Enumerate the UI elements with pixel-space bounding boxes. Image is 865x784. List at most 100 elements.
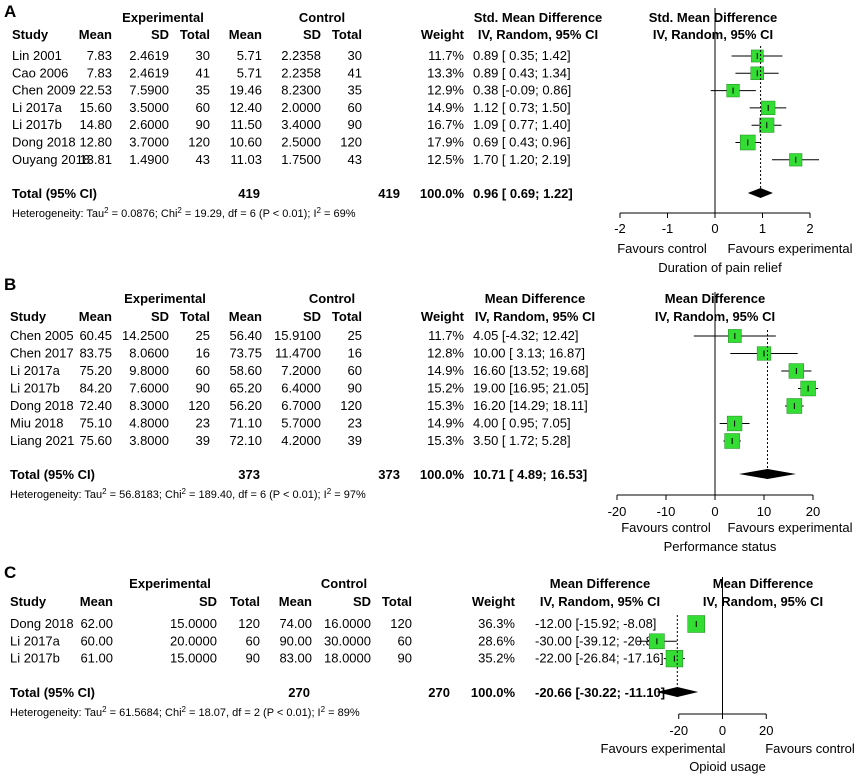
- weight-value: 14.9%: [427, 100, 464, 115]
- exp-sd: 7.5900: [129, 83, 169, 98]
- x-tick-label: 0: [711, 504, 718, 519]
- forest-panel-a: A Experimental Control Std. Mean Difference…: [4, 2, 853, 275]
- ctrl-total: 41: [348, 65, 362, 80]
- study-name: Li 2017b: [10, 381, 60, 396]
- weight-value: 12.5%: [427, 152, 464, 167]
- header-ctrl-mean: Mean: [229, 27, 262, 42]
- study-row: Chen 2009 22.53 7.5900 35 19.46 8.2300 35 12.9%…: [12, 83, 756, 98]
- study-row: Liang 2021 75.60 3.8000 39 72.10 4.2000 39 15.3…: [10, 433, 741, 449]
- heterogeneity-part: Heterogeneity: Tau: [12, 208, 104, 220]
- study-row: Li 2017b 84.20 7.6000 90 65.20 6.4000 90 15.2% 1…: [10, 381, 819, 397]
- pooled-diamond: [656, 687, 699, 697]
- exp-total: 60: [246, 633, 260, 648]
- x-tick-label: 0: [719, 723, 726, 738]
- header-experimental: Experimental: [122, 10, 204, 25]
- superscript: 2: [321, 705, 326, 714]
- study-row: Li 2017a 60.00 20.0000 60 90.00 30.0000 60 28.6…: [10, 633, 677, 650]
- exp-sd: 9.8000: [129, 363, 169, 378]
- weight-value: 11.7%: [428, 48, 464, 63]
- exp-sd: 7.6000: [129, 381, 169, 396]
- header-effect-title: Mean Difference: [550, 576, 650, 591]
- heterogeneity-part: = 56.8183; Chi: [107, 489, 182, 501]
- header-plot-title: Mean Difference: [713, 576, 813, 591]
- study-row: Li 2017b 61.00 15.0000 90 83.00 18.0000 90 35.2…: [10, 649, 685, 668]
- ctrl-total: 35: [348, 83, 362, 98]
- favours-right-label: Favours experimental: [728, 520, 853, 535]
- study-name: Li 2017a: [12, 100, 63, 115]
- exp-sd: 1.4900: [129, 152, 169, 167]
- exp-total: 35: [196, 83, 210, 98]
- header-exp-mean: Mean: [79, 27, 112, 42]
- header-experimental: Experimental: [124, 291, 206, 306]
- header-control: Control: [309, 291, 355, 306]
- exp-total: 120: [238, 616, 260, 631]
- total-row: Total (95% CI) 270 270 100.0% -20.66 [-30.22…: [10, 685, 665, 700]
- header-effect-title: Mean Difference: [485, 291, 585, 306]
- ctrl-mean: 56.40: [229, 328, 262, 343]
- pooled-diamond: [738, 469, 796, 479]
- ctrl-sd: 6.4000: [281, 381, 321, 396]
- ctrl-total: 39: [348, 433, 362, 448]
- superscript: 2: [182, 487, 187, 496]
- heterogeneity-part: = 89%: [325, 707, 360, 719]
- study-name: Liang 2021: [10, 433, 74, 448]
- effect-ci: 4.00 [ 0.95; 7.05]: [473, 416, 571, 431]
- header-plot-method: IV, Random, 95% CI: [653, 27, 773, 42]
- total-ci: -20.66 [-30.22; -11.10]: [535, 685, 665, 700]
- ctrl-mean: 10.60: [229, 135, 262, 150]
- ctrl-sd: 18.0000: [324, 651, 371, 666]
- ctrl-sd: 2.2358: [281, 65, 321, 80]
- total-row: Total (95% CI) 419 419 100.0% 0.96 [ 0.69; 1…: [12, 186, 573, 201]
- ctrl-total: 90: [398, 651, 412, 666]
- total-weight: 100.0%: [420, 186, 465, 201]
- study-row: Chen 2005 60.45 14.2500 25 56.40 15.9100 25 11.…: [10, 328, 776, 343]
- header-weight: Weight: [421, 309, 465, 324]
- exp-mean: 15.60: [79, 100, 112, 115]
- study-name: Li 2017b: [10, 651, 60, 666]
- exp-total: 90: [196, 117, 210, 132]
- ctrl-mean: 71.10: [229, 416, 262, 431]
- effect-ci: 1.70 [ 1.20; 2.19]: [473, 152, 571, 167]
- x-tick-label: 10: [757, 504, 771, 519]
- exp-sd: 2.4619: [129, 48, 169, 63]
- ctrl-total: 60: [398, 633, 412, 648]
- total-row: Total (95% CI) 373 373 100.0% 10.71 [ 4.89; …: [10, 467, 587, 482]
- weight-value: 15.3%: [427, 433, 464, 448]
- x-tick-label: -2: [614, 221, 626, 236]
- exp-sd: 3.7000: [129, 135, 169, 150]
- weight-value: 11.7%: [428, 328, 464, 343]
- ctrl-mean: 19.46: [229, 83, 262, 98]
- weight-value: 28.6%: [478, 633, 515, 648]
- study-name: Ouyang 2018: [12, 152, 90, 167]
- exp-mean: 62.00: [80, 616, 113, 631]
- x-tick-label: 20: [759, 723, 773, 738]
- ctrl-total: 120: [340, 135, 362, 150]
- exp-mean: 84.20: [79, 381, 112, 396]
- total-weight: 100.0%: [420, 467, 465, 482]
- ctrl-sd: 8.2300: [281, 83, 321, 98]
- ctrl-mean: 11.03: [230, 152, 262, 167]
- favours-right-label: Favours experimental: [728, 241, 853, 256]
- heterogeneity-text: Heterogeneity: Tau2 = 0.0876; Chi2 = 19.…: [12, 206, 356, 221]
- effect-ci: 4.05 [-4.32; 12.42]: [473, 328, 579, 343]
- weight-value: 17.9%: [427, 135, 464, 150]
- header-exp-total: Total: [230, 594, 260, 609]
- effect-ci: 1.09 [ 0.77; 1.40]: [473, 117, 571, 132]
- exp-mean: 14.80: [79, 117, 112, 132]
- header-ctrl-total: Total: [332, 27, 362, 42]
- exp-mean: 61.00: [80, 651, 113, 666]
- exp-mean: 60.45: [79, 328, 112, 343]
- exp-mean: 83.75: [79, 346, 112, 361]
- header-ctrl-mean: Mean: [279, 594, 312, 609]
- exp-total: 90: [196, 381, 210, 396]
- exp-mean: 60.00: [80, 633, 113, 648]
- header-ctrl-total: Total: [332, 309, 362, 324]
- ctrl-total: 60: [348, 363, 362, 378]
- header-exp-sd: SD: [151, 27, 169, 42]
- header-exp-mean: Mean: [80, 594, 113, 609]
- effect-ci: 19.00 [16.95; 21.05]: [473, 381, 589, 396]
- exp-sd: 4.8000: [129, 416, 169, 431]
- header-effect-method: IV, Random, 95% CI: [475, 309, 595, 324]
- study-name: Li 2017b: [12, 117, 62, 132]
